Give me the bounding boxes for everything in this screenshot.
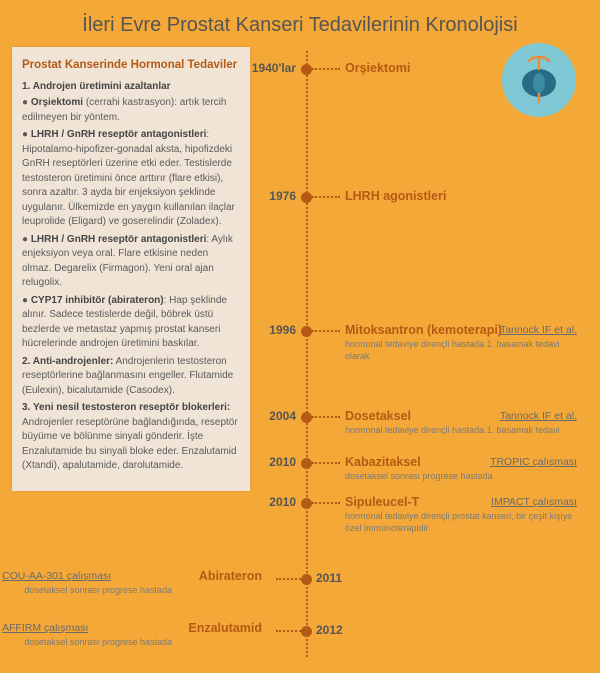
year-2012: 2012 (316, 623, 343, 637)
section-1: 1. Androjen üretimini azaltanlar (22, 80, 240, 95)
ref-tannock-2[interactable]: Tannock IF et al. (500, 410, 577, 422)
dot-2004 (301, 412, 312, 423)
dash-2011 (276, 578, 304, 580)
dot-2010a (301, 458, 312, 469)
year-2010b: 2010 (236, 495, 296, 509)
section-2: 2. Anti-androjenler: Androjenlerin testo… (22, 355, 240, 399)
item-mitoksantron: Mitoksantron (kemoterapi) Tannock IF et … (345, 323, 585, 362)
dash-1976 (312, 196, 340, 198)
note-mitoksantron: hormonal tedaviye dirençli hastada 1. ba… (345, 339, 585, 362)
dash-2010b (312, 502, 340, 504)
para-cyp17: ● CYP17 inhibitör (abirateron): Hap şekl… (22, 294, 240, 352)
dot-1940 (301, 64, 312, 75)
para-lhrh-2: ● LHRH / GnRH reseptör antagonistleri: A… (22, 233, 240, 291)
para-lhrh-1: ● LHRH / GnRH reseptör antagonistleri: H… (22, 128, 240, 230)
section-3: 3. Yeni nesil testosteron reseptör bloke… (22, 401, 240, 474)
dash-2004 (312, 416, 340, 418)
year-2010a: 2010 (236, 455, 296, 469)
note-abirateron: dosetaksel sonrası progrese hastada (2, 585, 262, 597)
note-dosetaksel: hormonal tedaviye dirençli hastada 1. ba… (345, 425, 585, 437)
item-sipuleucel: Sipuleucel-T IMPACT çalışması hormonal t… (345, 495, 585, 534)
ref-impact[interactable]: IMPACT çalışması (491, 496, 577, 508)
sidebar-panel: Prostat Kanserinde Hormonal Tedaviler 1.… (12, 47, 250, 491)
year-2011: 2011 (316, 571, 342, 585)
note-kabazitaksel: dosetaksel sonrası progrese hastada (345, 471, 585, 483)
title-lhrh: LHRH agonistleri (345, 189, 585, 203)
dash-2010a (312, 462, 340, 464)
content-area: Prostat Kanserinde Hormonal Tedaviler 1.… (0, 47, 600, 667)
page-title: İleri Evre Prostat Kanseri Tedavilerinin… (0, 0, 600, 47)
sidebar-heading: Prostat Kanserinde Hormonal Tedaviler (22, 57, 240, 74)
title-orsiektomi: Orşiektomi (345, 61, 585, 75)
item-enzalutamid: AFFIRM çalışması Enzalutamid dosetaksel … (2, 621, 262, 649)
item-lhrh: LHRH agonistleri (345, 189, 585, 203)
ref-affirm[interactable]: AFFIRM çalışması (2, 622, 88, 634)
item-orsiektomi: Orşiektomi (345, 61, 585, 75)
ref-tropic[interactable]: TROPIC çalışması (490, 456, 577, 468)
ref-tannock-1[interactable]: Tannock IF et al. (500, 324, 577, 336)
para-orsiektomi: ● Orşiektomi (cerrahi kastrasyon): artık… (22, 96, 240, 125)
ref-cou[interactable]: COU-AA-301 çalışması (2, 570, 111, 582)
dot-1996 (301, 326, 312, 337)
dash-2012 (276, 630, 304, 632)
item-dosetaksel: Dosetaksel Tannock IF et al. hormonal te… (345, 409, 585, 437)
year-1976: 1976 (236, 189, 296, 203)
dot-1976 (301, 192, 312, 203)
dash-1940 (312, 68, 340, 70)
note-sipuleucel: hormonal tedaviye dirençli prostat kanse… (345, 511, 585, 534)
dot-2010b (301, 498, 312, 509)
item-kabazitaksel: Kabazitaksel TROPIC çalışması dosetaksel… (345, 455, 585, 483)
year-1996: 1996 (236, 323, 296, 337)
item-abirateron: COU-AA-301 çalışması Abirateron dosetaks… (2, 569, 262, 597)
note-enzalutamid: dosetaksel sonrası progrese hastada (2, 637, 262, 649)
timeline-axis (306, 51, 308, 657)
year-2004: 2004 (236, 409, 296, 423)
prostate-icon (502, 43, 576, 117)
dash-1996 (312, 330, 340, 332)
year-1940: 1940'lar (236, 61, 296, 75)
